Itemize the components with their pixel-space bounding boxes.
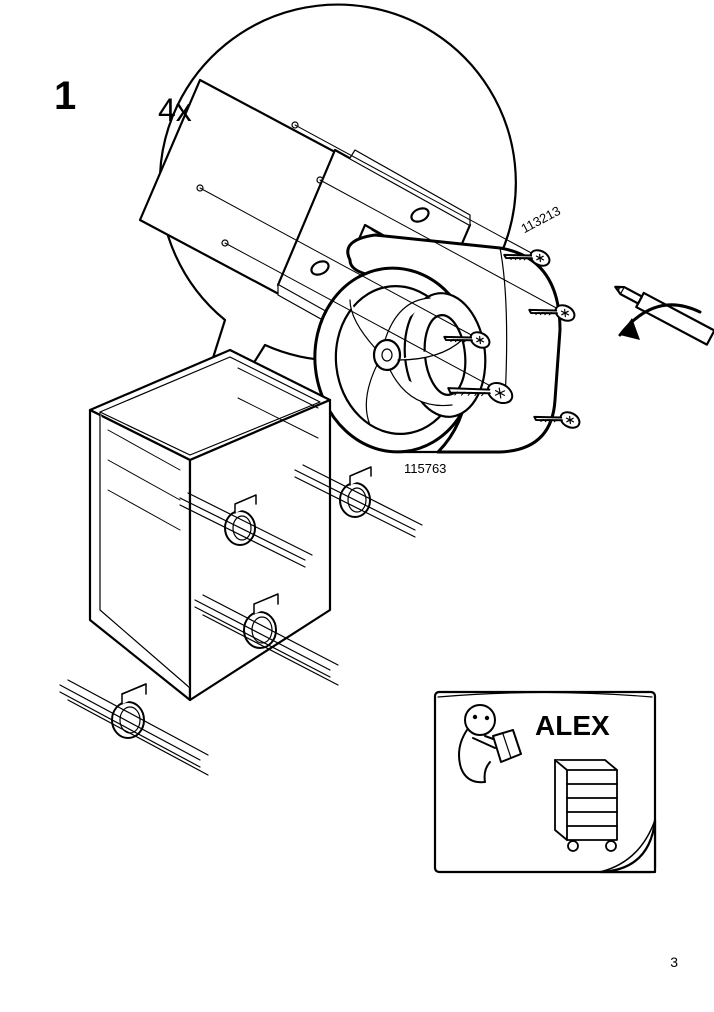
assembly-diagram <box>0 0 714 1012</box>
product-thumbnail <box>555 760 617 851</box>
instruction-page: 1 4x 113213 115763 ALEX 3 <box>0 0 714 1012</box>
cabinet-body <box>90 350 330 700</box>
step-number: 1 <box>54 74 76 119</box>
page-number: 3 <box>670 954 678 970</box>
part-number-caster: 115763 <box>404 461 446 476</box>
quantity-label: 4x <box>158 92 192 129</box>
screwdriver-icon <box>612 280 714 345</box>
booklet-title: ALEX <box>535 710 610 742</box>
